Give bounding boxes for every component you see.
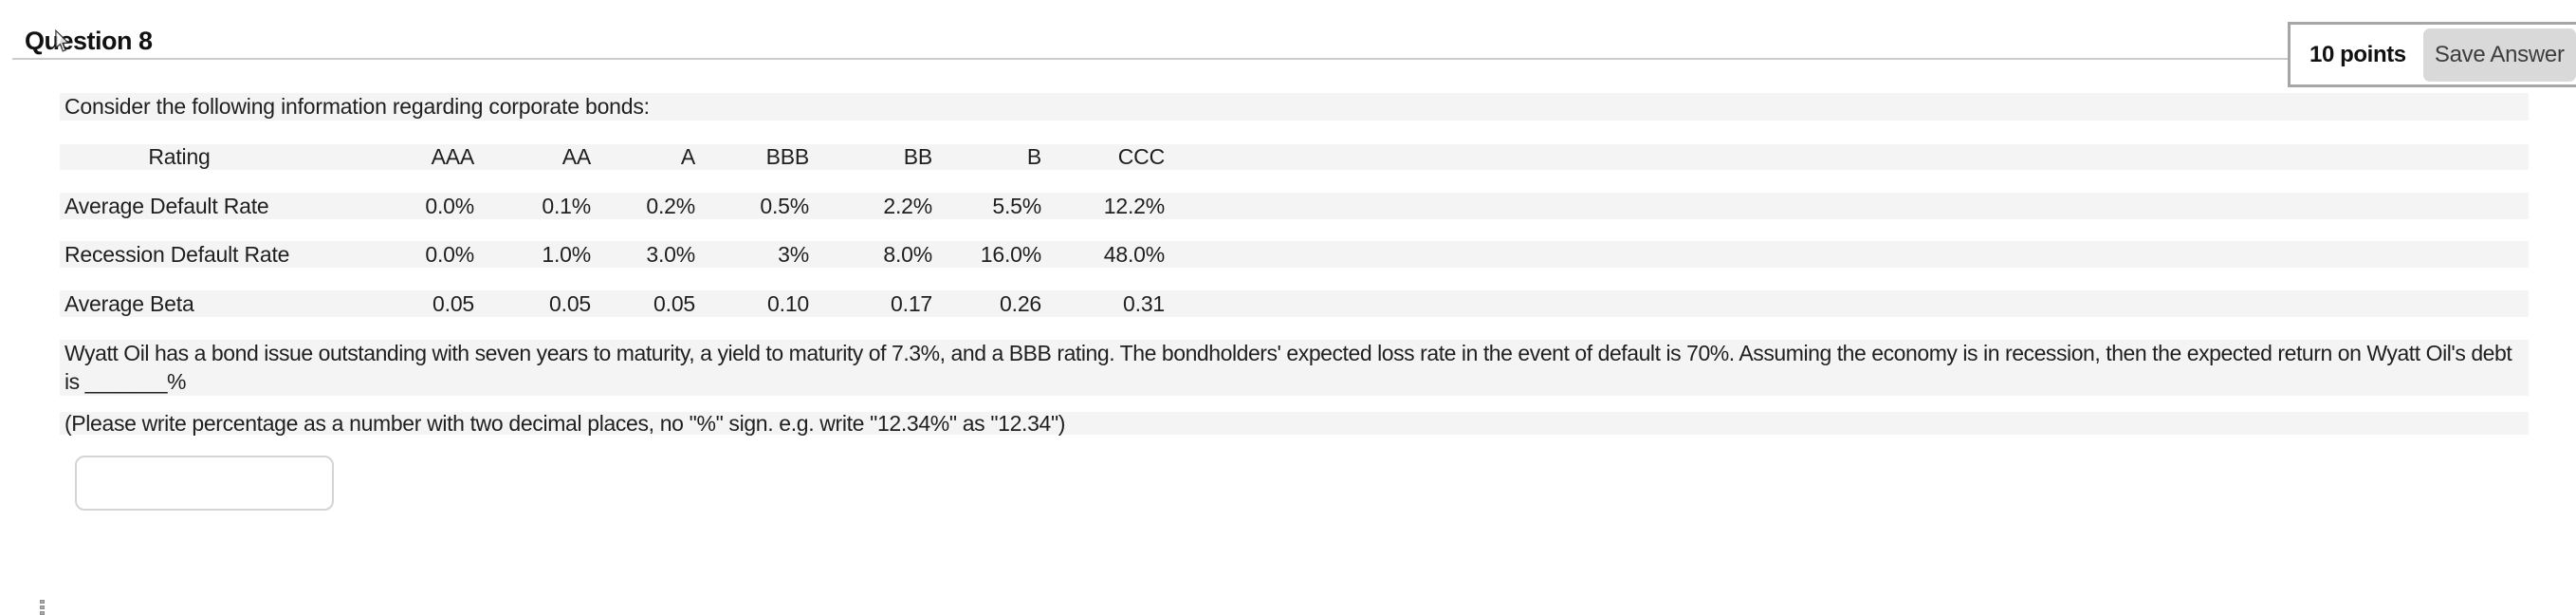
question-title: Question 8 bbox=[25, 27, 153, 55]
cell-value: 0.26 bbox=[1000, 290, 1041, 316]
cell-value: 0.5% bbox=[760, 193, 809, 218]
cell-value: 1.0% bbox=[542, 241, 591, 267]
column-header: BBB bbox=[765, 144, 810, 169]
cell-value: 8.0% bbox=[883, 241, 932, 267]
cell-value: 3% bbox=[778, 241, 809, 267]
table-row-recession-default-rate: Recession Default Rate 0.0% 1.0% 3.0% 3%… bbox=[60, 241, 2529, 268]
cell-value: 0.05 bbox=[653, 290, 695, 316]
cell-value: 16.0% bbox=[980, 241, 1041, 267]
format-instruction: (Please write percentage as a number wit… bbox=[60, 412, 2529, 435]
column-header: Rating bbox=[148, 144, 211, 169]
cell-value: 0.2% bbox=[646, 193, 695, 218]
cell-value: 0.31 bbox=[1123, 290, 1165, 316]
cell-value: 2.2% bbox=[883, 193, 932, 218]
column-header: A bbox=[680, 144, 695, 169]
column-header: CCC bbox=[1117, 144, 1165, 169]
column-header: AAA bbox=[431, 144, 475, 169]
column-header: B bbox=[1026, 144, 1041, 169]
answer-input[interactable] bbox=[75, 456, 334, 511]
cell-value: 0.05 bbox=[432, 290, 474, 316]
row-label: Average Beta bbox=[64, 290, 194, 316]
row-label: Recession Default Rate bbox=[64, 241, 290, 267]
cell-value: 12.2% bbox=[1103, 193, 1165, 218]
save-answer-button[interactable]: Save Answer bbox=[2422, 28, 2576, 82]
table-header-row: Rating AAA AA A BBB BB B CCC bbox=[60, 144, 2529, 170]
column-header: AA bbox=[561, 144, 591, 169]
cell-value: 0.0% bbox=[425, 193, 474, 218]
table-row-average-default-rate: Average Default Rate 0.0% 0.1% 0.2% 0.5%… bbox=[60, 193, 2529, 219]
column-header: BB bbox=[903, 144, 932, 169]
question-body: Consider the following information regar… bbox=[60, 93, 2529, 511]
row-label: Average Default Rate bbox=[64, 193, 269, 218]
cell-value: 48.0% bbox=[1103, 241, 1165, 267]
table-row-average-beta: Average Beta 0.05 0.05 0.05 0.10 0.17 0.… bbox=[60, 290, 2529, 317]
cell-value: 0.0% bbox=[425, 241, 474, 267]
cell-value: 5.5% bbox=[992, 193, 1041, 218]
points-badge: 10 points bbox=[2309, 41, 2406, 67]
header-divider bbox=[12, 58, 2576, 60]
partial-drag-handle-icon bbox=[40, 600, 45, 615]
cell-value: 0.1% bbox=[542, 193, 591, 218]
cell-value: 0.05 bbox=[549, 290, 591, 316]
question-intro: Consider the following information regar… bbox=[60, 93, 2529, 121]
question-text: Wyatt Oil has a bond issue outstanding w… bbox=[60, 340, 2529, 396]
points-save-panel: 10 points Save Answer bbox=[2288, 22, 2576, 87]
cell-value: 0.10 bbox=[767, 290, 809, 316]
cell-value: 3.0% bbox=[646, 241, 695, 267]
cell-value: 0.17 bbox=[891, 290, 932, 316]
